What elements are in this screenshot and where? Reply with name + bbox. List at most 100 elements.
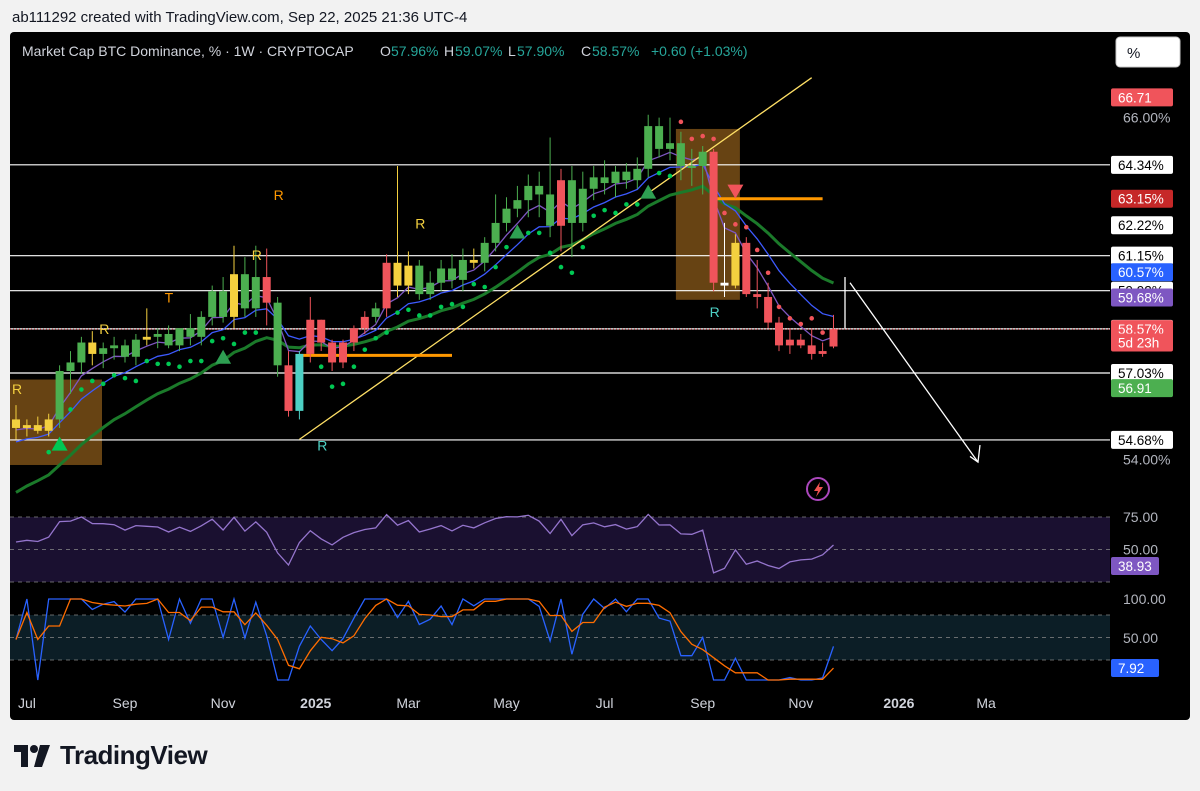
candle-body [110, 345, 119, 349]
stop-dot [591, 213, 596, 219]
percent-scale-label: % [1127, 45, 1140, 62]
highlight-box-right [675, 128, 740, 300]
stop-dot [79, 387, 84, 392]
y-tick-label: 66.00% [1123, 110, 1170, 126]
tradingview-brand: TradingView [60, 740, 208, 770]
price-tag-bg [1111, 379, 1173, 398]
stop-dot [613, 210, 618, 216]
candle-body [393, 262, 402, 286]
candle-body [633, 168, 642, 181]
candle-body [720, 282, 729, 286]
candle-67 [742, 237, 751, 297]
candle-60 [666, 117, 674, 161]
price-tag-1: 64.34% [1111, 155, 1173, 174]
candle-47 [524, 174, 533, 218]
stop-dot [471, 281, 477, 287]
stop-dot [700, 133, 705, 139]
annotation-r: R [317, 438, 327, 454]
candle-40 [448, 254, 456, 289]
candle-body [742, 242, 751, 295]
candle-28 [317, 319, 326, 352]
stop-dot [144, 358, 150, 364]
candle-body [33, 425, 42, 431]
price-tag-text: 56.91 [1118, 381, 1152, 396]
candle-body [22, 425, 31, 428]
annotation-r: R [710, 304, 720, 320]
candle-11 [131, 333, 140, 366]
candle-body [339, 342, 347, 363]
candle-body [153, 333, 162, 337]
tradingview-logo: TradingView [14, 740, 208, 771]
candle-32 [360, 311, 369, 334]
x-tick-label: Jul [18, 695, 36, 711]
stop-dot [133, 378, 139, 384]
candle-body [829, 329, 838, 347]
price-tag-text: 5d 23h [1118, 336, 1159, 351]
candle-body [164, 333, 173, 346]
candle-body [219, 291, 228, 317]
stoch-tick-label: 100.00 [1123, 591, 1166, 607]
stop-dot [820, 330, 825, 335]
candle-22 [251, 245, 260, 317]
stoch-tick-label: 50.00 [1123, 630, 1158, 646]
candle-63 [698, 146, 707, 195]
candle-49 [546, 137, 555, 238]
stop-dot [90, 378, 95, 384]
projection-arrow-head [969, 444, 981, 464]
candle-75 [829, 314, 838, 349]
candle-3 [44, 413, 53, 437]
candle-body [644, 126, 653, 169]
price-tag-bg [1111, 246, 1173, 265]
price-tag-12: 56.91 [1111, 379, 1173, 398]
percent-scale-button[interactable]: % [1115, 36, 1181, 68]
candle-body [328, 342, 337, 363]
candle-1 [22, 419, 31, 437]
candle-69 [764, 282, 773, 329]
chart-frame[interactable]: R R T R R R R R 66.00% 54.00% 75.00 50.00 100.00 50.… [10, 32, 1190, 720]
candle-15 [175, 328, 184, 352]
ema-long-line [15, 184, 835, 494]
price-tag-text: 64.34% [1118, 158, 1164, 173]
rsi-tick-label: 50.00 [1123, 542, 1158, 558]
alert-lightning-icon[interactable] [806, 477, 830, 501]
candle-body [676, 143, 685, 166]
buy-triangle-icon [51, 436, 68, 451]
candle-body [818, 351, 827, 354]
price-tag-3: 62.22% [1111, 216, 1173, 235]
candle-7 [88, 331, 97, 366]
candle-74 [818, 342, 827, 357]
tradingview-logo-icon [14, 744, 50, 767]
candle-68 [753, 259, 762, 309]
candle-body [262, 277, 271, 303]
candle-70 [775, 316, 783, 352]
stoch-d-line [15, 598, 834, 681]
candle-39 [437, 259, 446, 292]
stop-dot [493, 264, 498, 270]
price-tag-7: 59.68% [1111, 288, 1173, 307]
stop-dot [744, 224, 749, 230]
stop-dot [417, 313, 422, 318]
candle-2 [33, 416, 42, 434]
candle-body [546, 194, 555, 226]
stop-dot [787, 316, 793, 321]
candle-5 [66, 351, 75, 394]
candle-body [458, 259, 467, 280]
candle-body [55, 371, 64, 420]
candle-body [44, 419, 53, 431]
candle-12 [142, 308, 151, 346]
candle-42 [469, 248, 478, 269]
x-tick-label: Ma [976, 695, 996, 711]
rsi-tick-label: 75.00 [1123, 509, 1158, 525]
candle-body [306, 319, 315, 354]
legend-change: +0.60 (+1.03%) [651, 43, 748, 59]
stop-dot [362, 347, 368, 352]
candle-58 [644, 114, 653, 178]
candle-body [807, 345, 816, 354]
x-tick-label: Nov [211, 695, 236, 711]
price-tag-text: 61.15% [1118, 249, 1164, 264]
stop-dot [242, 330, 248, 335]
stop-dot [580, 244, 586, 250]
x-tick-label: May [493, 695, 519, 711]
stop-dot [765, 270, 771, 276]
chart-svg[interactable]: R R T R R R R R 66.00% 54.00% 75.00 50.00 100.00 50.… [10, 32, 1190, 720]
